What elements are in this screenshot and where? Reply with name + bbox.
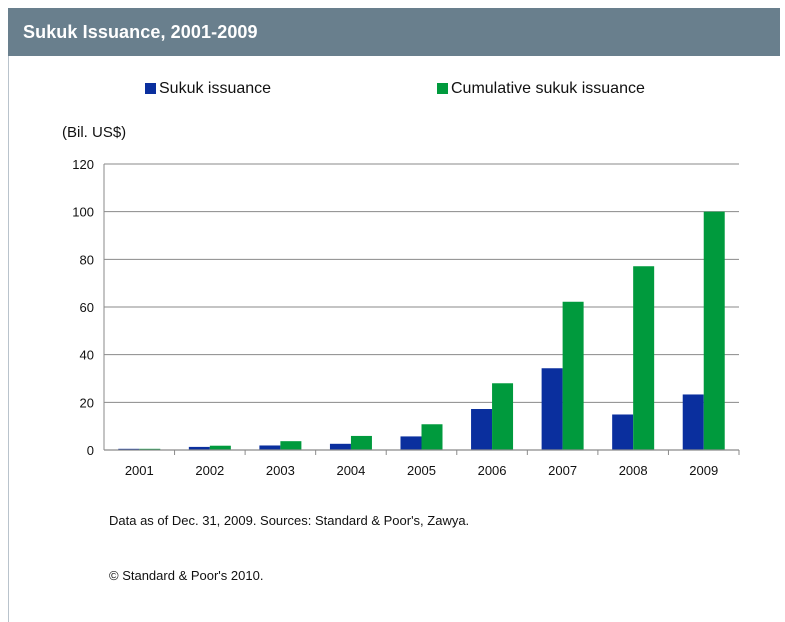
- x-tick-label: 2003: [266, 463, 295, 478]
- bar-cumulative-2008: [633, 266, 655, 450]
- y-tick-label: 20: [80, 395, 94, 410]
- figure-title: Sukuk Issuance, 2001-2009: [23, 22, 258, 42]
- x-tick-label: 2007: [548, 463, 577, 478]
- x-tick-label: 2002: [195, 463, 224, 478]
- unit-label: (Bil. US$): [62, 124, 126, 141]
- bar-cumulative-2009: [703, 211, 725, 450]
- bar-issuance-2007: [541, 368, 563, 450]
- copyright-note: © Standard & Poor's 2010.: [109, 568, 264, 583]
- bar-cumulative-2007: [562, 301, 584, 450]
- x-tick-label: 2004: [336, 463, 365, 478]
- x-tick-label: 2005: [407, 463, 436, 478]
- bar-issuance-2002: [188, 446, 210, 450]
- x-tick-label: 2001: [125, 463, 154, 478]
- bar-cumulative-2005: [421, 424, 443, 450]
- bar-issuance-2006: [471, 409, 493, 450]
- figure-header: Sukuk Issuance, 2001-2009: [8, 8, 780, 56]
- y-tick-label: 0: [87, 443, 94, 458]
- y-tick-label: 80: [80, 252, 94, 267]
- x-tick-label: 2009: [689, 463, 718, 478]
- y-tick-label: 40: [80, 348, 94, 363]
- bar-issuance-2005: [400, 436, 422, 450]
- legend-swatch-cumulative: [437, 83, 448, 94]
- legend-label-cumulative: Cumulative sukuk issuance: [451, 80, 645, 97]
- source-note: Data as of Dec. 31, 2009. Sources: Stand…: [109, 513, 470, 528]
- bar-issuance-2003: [259, 445, 281, 450]
- bar-cumulative-2004: [350, 435, 372, 450]
- bar-cumulative-2006: [492, 383, 514, 450]
- bar-cumulative-2003: [280, 441, 302, 450]
- y-tick-label: 60: [80, 300, 94, 315]
- bar-issuance-2009: [682, 394, 704, 450]
- legend-swatch-issuance: [145, 83, 156, 94]
- legend-label-issuance: Sukuk issuance: [159, 80, 272, 97]
- bar-issuance-2008: [612, 414, 634, 450]
- x-tick-label: 2006: [478, 463, 507, 478]
- bar-issuance-2004: [329, 443, 351, 450]
- bar-cumulative-2002: [209, 445, 231, 450]
- y-tick-label: 100: [72, 205, 94, 220]
- x-tick-label: 2008: [619, 463, 648, 478]
- legend-item-issuance: Sukuk issuance: [145, 80, 271, 98]
- legend-item-cumulative: Cumulative sukuk issuance: [437, 80, 645, 98]
- y-tick-label: 120: [72, 157, 94, 172]
- figure-frame: [8, 8, 780, 622]
